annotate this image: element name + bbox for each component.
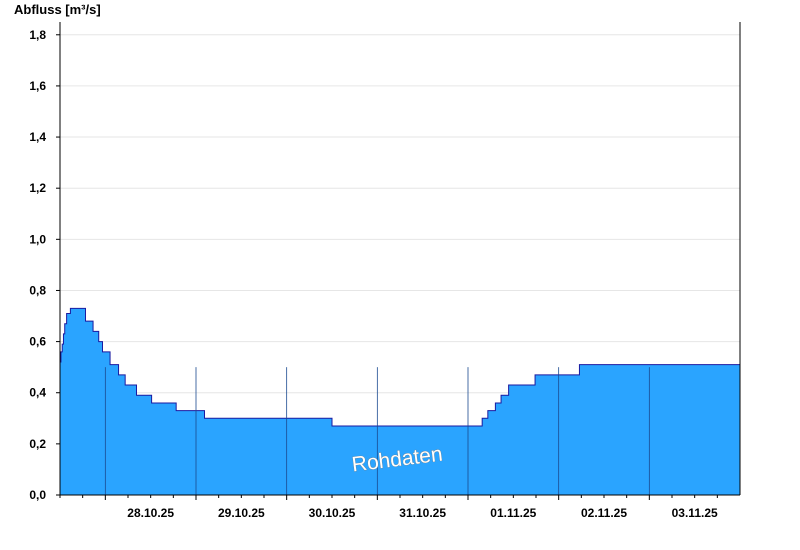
- y-tick-label: 0,4: [29, 386, 46, 400]
- x-tick-label: 30.10.25: [309, 506, 356, 520]
- series-area: [60, 308, 740, 495]
- y-tick-labels: 0,0 0,2 0,4 0,6 0,8 1,0 1,2 1,4 1,6 1,8: [29, 28, 46, 502]
- x-tick-labels: 28.10.25 29.10.25 30.10.25 31.10.25 01.11.25…: [127, 506, 718, 520]
- y-tick-label: 0,8: [29, 283, 46, 297]
- y-tick-label: 0,0: [29, 488, 46, 502]
- y-tick-label: 0,2: [29, 437, 46, 451]
- y-tick-label: 1,0: [29, 232, 46, 246]
- axes: [56, 22, 741, 500]
- x-tick-label: 03.11.25: [672, 506, 718, 520]
- y-axis-label: Abfluss [m³/s]: [14, 2, 101, 17]
- series-line: [60, 307, 740, 427]
- y-tick-label: 1,2: [29, 181, 46, 195]
- y-tick-label: 1,4: [29, 130, 46, 144]
- y-tick-label: 0,6: [29, 335, 46, 349]
- y-tick-label: 1,8: [29, 28, 46, 42]
- grid-lines: [60, 34, 740, 445]
- y-tick-label: 1,6: [29, 79, 46, 93]
- x-tick-label: 02.11.25: [581, 506, 627, 520]
- x-tick-label: 31.10.25: [399, 506, 446, 520]
- area-layer: [60, 307, 740, 495]
- day-separators: [104, 367, 650, 495]
- x-tick-label: 29.10.25: [218, 506, 265, 520]
- x-tick-label: 01.11.25: [490, 506, 536, 520]
- x-tick-label: 28.10.25: [127, 506, 174, 520]
